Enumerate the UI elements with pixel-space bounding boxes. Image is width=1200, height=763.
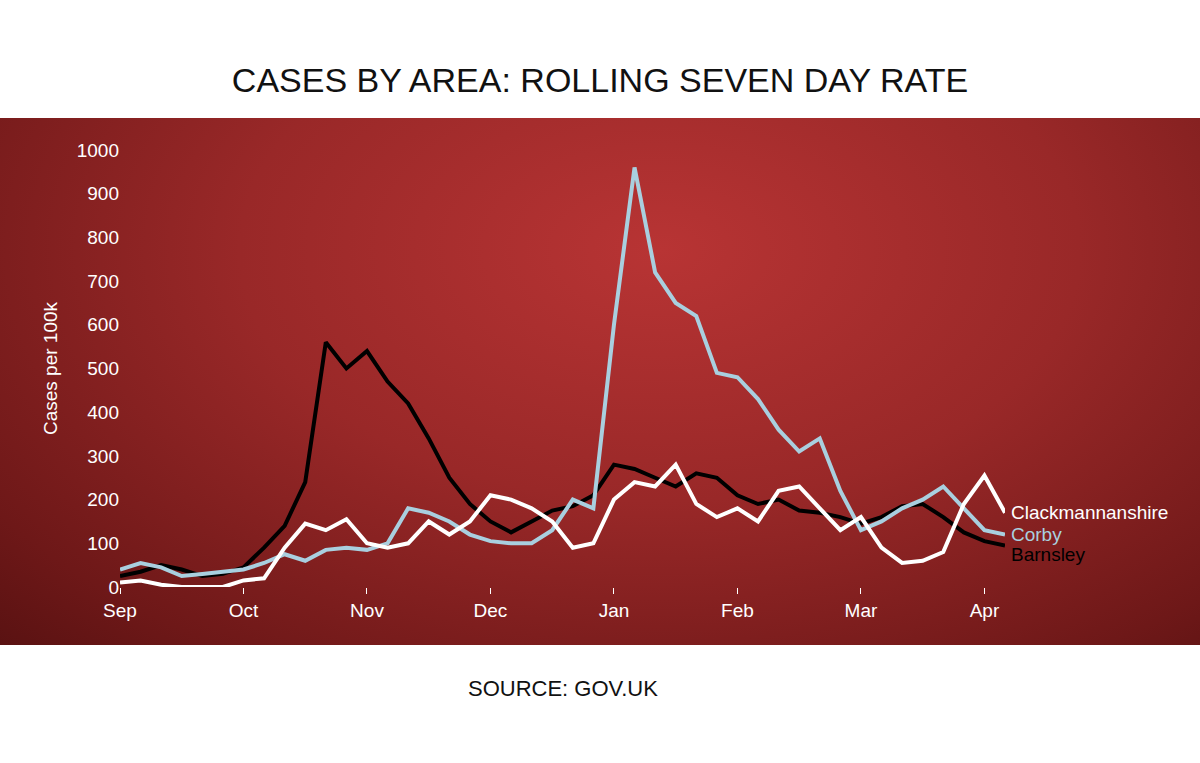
svg-text:600: 600	[87, 314, 119, 335]
svg-text:0: 0	[108, 577, 119, 598]
svg-text:800: 800	[87, 227, 119, 248]
svg-text:1000: 1000	[77, 140, 119, 161]
svg-text:Feb: Feb	[721, 600, 754, 621]
svg-text:Apr: Apr	[970, 600, 1000, 621]
svg-text:Mar: Mar	[845, 600, 878, 621]
svg-text:SOURCE: GOV.UK: SOURCE: GOV.UK	[468, 676, 658, 701]
svg-text:CASES BY AREA: ROLLING SEVEN D: CASES BY AREA: ROLLING SEVEN DAY RATE	[232, 61, 968, 99]
svg-text:700: 700	[87, 271, 119, 292]
svg-text:100: 100	[87, 533, 119, 554]
svg-text:Clackmannanshire: Clackmannanshire	[1011, 502, 1168, 523]
svg-text:Nov: Nov	[350, 600, 384, 621]
svg-text:Sep: Sep	[103, 600, 137, 621]
svg-text:Dec: Dec	[474, 600, 508, 621]
svg-text:500: 500	[87, 358, 119, 379]
svg-text:Barnsley: Barnsley	[1011, 544, 1085, 565]
svg-text:Jan: Jan	[599, 600, 630, 621]
svg-text:Cases per 100k: Cases per 100k	[40, 301, 61, 435]
svg-text:300: 300	[87, 446, 119, 467]
svg-text:Oct: Oct	[229, 600, 259, 621]
svg-text:Corby: Corby	[1011, 524, 1062, 545]
svg-text:900: 900	[87, 183, 119, 204]
svg-text:200: 200	[87, 489, 119, 510]
svg-text:400: 400	[87, 402, 119, 423]
